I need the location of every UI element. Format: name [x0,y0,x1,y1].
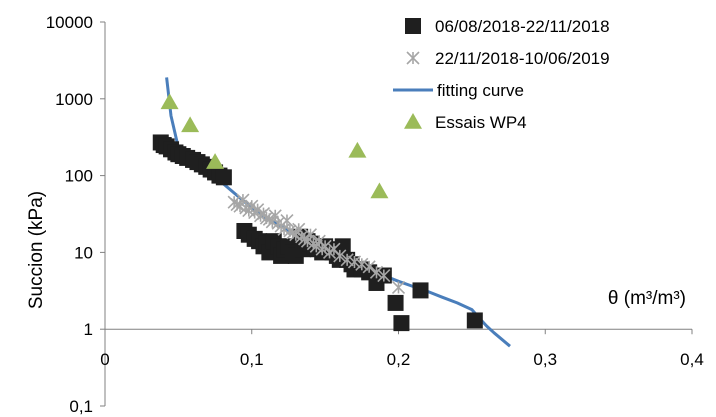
y-tick-label: 100 [65,167,93,186]
data-point-square [215,169,232,186]
data-point-asterisk [340,253,354,267]
data-point-asterisk [391,280,406,294]
y-axis-title: Succion (kPa) [26,191,47,309]
data-point-triangle [370,182,389,199]
data-point-asterisk [347,255,362,269]
legend-label: 22/11/2018-10/06/2019 [435,49,610,68]
y-tick-label: 0,1 [69,397,93,416]
x-tick-label: 0 [100,350,109,369]
x-tick-label: 0,1 [240,350,264,369]
legend-label: Essais WP4 [435,113,527,132]
legend-label: fitting curve [437,81,524,100]
data-point-square [405,18,421,34]
data-point-asterisk [303,228,318,242]
legend-label: 06/08/2018-22/11/2018 [435,17,610,36]
data-point-square [466,312,483,329]
data-point-asterisk [369,265,384,279]
data-point-triangle [181,116,200,133]
data-marks [152,77,511,348]
data-point-triangle [206,153,225,169]
x-tick-label: 0,3 [533,350,557,369]
data-point-triangle [404,113,422,129]
y-tick-label: 10 [74,243,93,262]
y-tick-label: 1000 [55,90,93,109]
axes: 0,1 1 10 100 1000 10000 0 0,1 0,2 0,3 0,4 [46,13,704,416]
data-point-asterisk [355,257,369,271]
data-point-asterisk [377,268,391,283]
x-axis-title: θ (m³/m³) [608,288,686,309]
legend: 06/08/2018-22/11/2018 22/11/2018-10/06/20… [393,17,610,132]
data-point-triangle [348,141,367,158]
x-tick-label: 0,4 [680,350,704,369]
data-point-square [387,294,404,311]
data-point-square [393,315,410,332]
data-point-asterisk [333,249,347,263]
x-tick-label: 0,2 [387,350,411,369]
data-point-asterisk [280,213,294,228]
y-tick-label: 1 [84,320,93,339]
data-point-triangle [160,93,179,110]
data-point-asterisk [406,51,420,65]
data-point-square [412,282,429,299]
data-point-square [334,238,351,255]
data-point-asterisk [362,260,376,274]
y-tick-label: 10000 [46,13,93,32]
